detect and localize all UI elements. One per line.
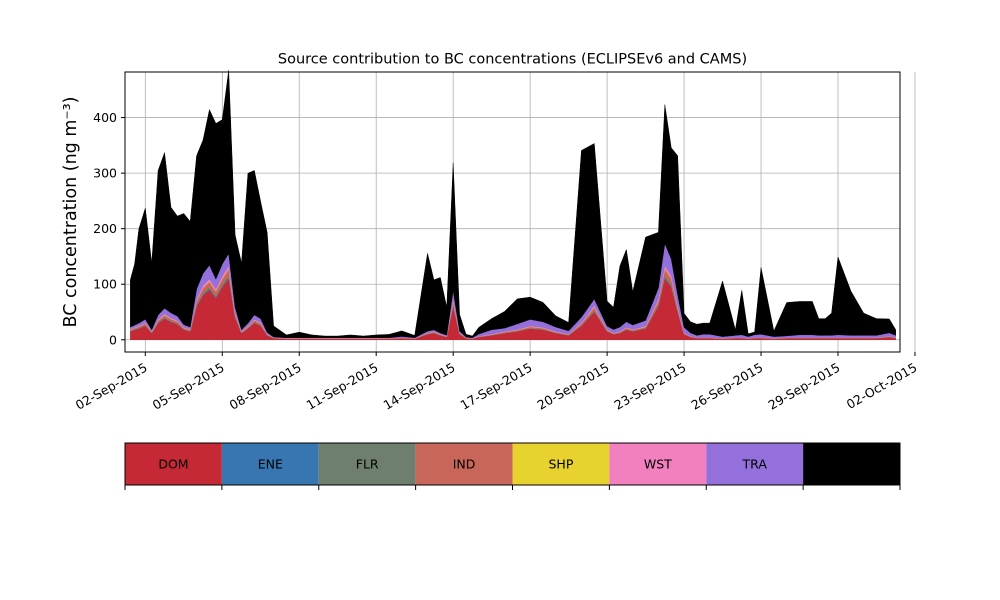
x-tick-label: 02-Sep-2015 <box>73 360 150 413</box>
chart-title: Source contribution to BC concentrations… <box>278 52 747 68</box>
legend-label-ind: IND <box>453 457 476 472</box>
y-axis-label: BC concentration (ng m⁻³) <box>61 97 81 328</box>
x-tick-label: 20-Sep-2015 <box>535 360 612 413</box>
legend-label-bb: BB <box>843 457 860 472</box>
y-tick-label: 0 <box>109 332 117 347</box>
x-tick-label: 17-Sep-2015 <box>458 360 535 413</box>
legend-label-tra: TRA <box>742 457 768 472</box>
legend-swatch-tra <box>706 443 804 485</box>
y-tick-label: 300 <box>93 166 117 181</box>
legend-label-shp: SHP <box>549 457 574 472</box>
y-tick-label: 200 <box>93 221 117 236</box>
plot-area <box>124 70 916 353</box>
x-tick-label: 29-Sep-2015 <box>765 360 842 413</box>
x-tick-label: 02-Oct-2015 <box>844 360 920 412</box>
plot-frame <box>124 71 901 353</box>
legend-swatch-wst <box>609 443 707 485</box>
x-tick-label: 08-Sep-2015 <box>227 360 304 413</box>
x-tick-label: 11-Sep-2015 <box>304 360 381 413</box>
area-bb <box>130 70 896 338</box>
stacked-areas <box>130 70 896 341</box>
legend-swatch-dom <box>125 443 222 485</box>
grid-lines <box>125 72 916 352</box>
x-tick-label: 26-Sep-2015 <box>688 360 765 413</box>
legend-label-dom: DOM <box>158 457 188 472</box>
legend-swatch-flr <box>318 443 416 485</box>
legend-colorbar: DOM ENE FLR IND SHP WST TRA BB <box>124 442 901 490</box>
x-axis: 02-Sep-2015 05-Sep-2015 08-Sep-2015 11-Sep-… <box>73 352 920 413</box>
legend-swatch-ene <box>221 443 319 485</box>
legend-label-wst: WST <box>644 457 672 472</box>
legend-label-ene: ENE <box>258 457 283 472</box>
y-axis: 0 100 200 300 400 <box>93 110 125 347</box>
legend-swatch-bb <box>803 443 900 485</box>
legend-label-flr: FLR <box>356 457 379 472</box>
y-tick-label: 100 <box>93 277 117 292</box>
x-tick-label: 05-Sep-2015 <box>150 360 227 413</box>
x-tick-label: 14-Sep-2015 <box>381 360 458 413</box>
legend-swatch-ind <box>415 443 513 485</box>
y-tick-label: 400 <box>93 110 117 125</box>
x-tick-label: 23-Sep-2015 <box>612 360 689 413</box>
legend-swatch-shp <box>512 443 610 485</box>
